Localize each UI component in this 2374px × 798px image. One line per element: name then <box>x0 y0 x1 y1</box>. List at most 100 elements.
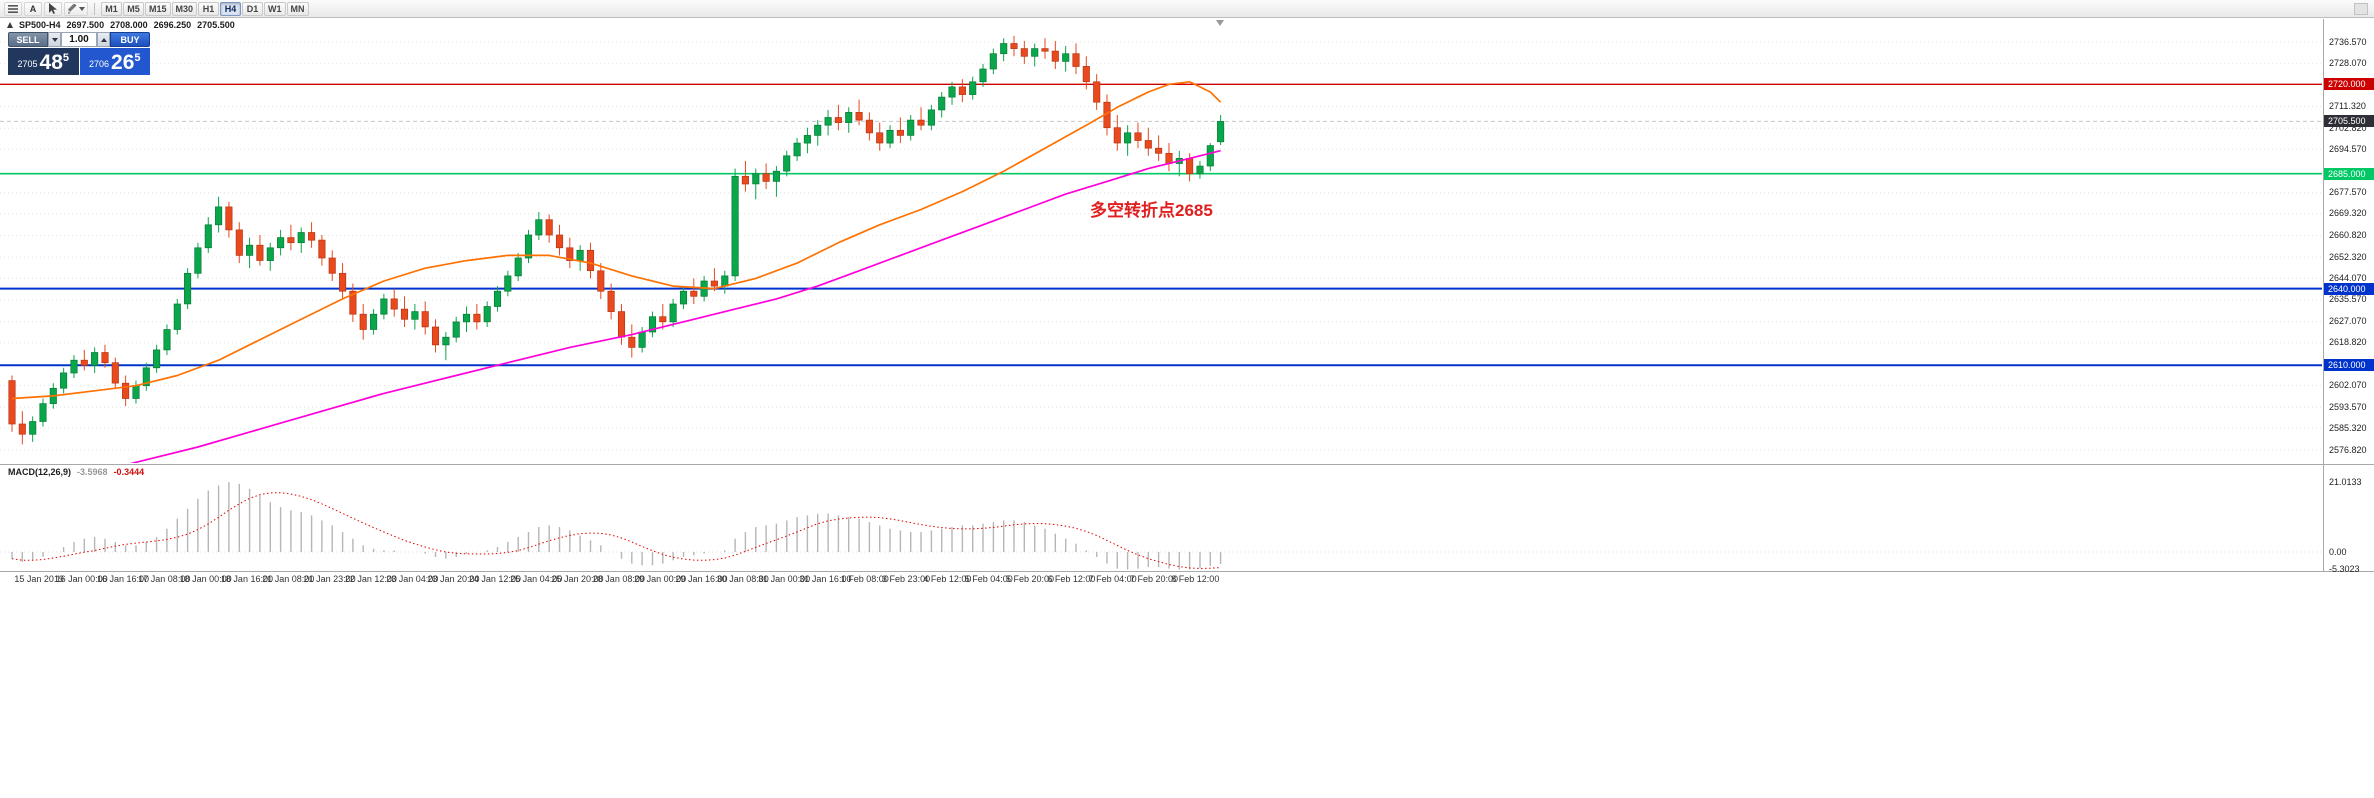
price-scale-divider <box>2323 19 2324 571</box>
toolbar-grip[interactable] <box>2354 2 2368 15</box>
macd-scale-label: 0.00 <box>2329 546 2347 557</box>
price-tick-label: 2711.320 <box>2329 100 2366 111</box>
time-axis-label: 8 Feb 12:00 <box>1171 574 1220 584</box>
price-tick-label: 2602.070 <box>2329 380 2367 391</box>
macd-main-value: -3.5968 <box>77 467 108 477</box>
time-axis-label: 17 Jan 08:00 <box>138 574 191 584</box>
time-axis-label: 21 Jan 23:00 <box>303 574 356 584</box>
timeframe-button-d1[interactable]: D1 <box>242 1 264 16</box>
macd-signal-value: -0.3444 <box>113 467 145 477</box>
main-chart-layer <box>0 35 2322 463</box>
buy-price-box[interactable]: 2706 26 5 <box>79 48 150 75</box>
buy-price-big: 26 <box>111 51 135 74</box>
open-value: 2697.500 <box>66 20 105 30</box>
sell-price-box[interactable]: 2705 48 5 <box>8 48 79 75</box>
macd-header: MACD(12,26,9) -3.5968 -0.3444 <box>8 467 144 477</box>
high-value: 2708.000 <box>110 20 148 30</box>
chart-menu-button[interactable] <box>4 1 22 16</box>
lot-size-input[interactable] <box>61 32 97 47</box>
timeframe-button-m1[interactable]: M1 <box>101 1 122 16</box>
price-tick-label: 2736.570 <box>2329 36 2367 47</box>
buy-price-sup: 5 <box>134 52 141 64</box>
time-axis-label: 6 Feb 12:00 <box>1047 574 1096 584</box>
ma-fast-orange <box>11 80 1222 400</box>
time-axis-label: 18 Jan 00:00 <box>179 574 232 584</box>
sell-price-sup: 5 <box>62 52 69 64</box>
price-tick-label: 2618.820 <box>2329 337 2367 348</box>
buy-button[interactable]: BUY <box>110 32 150 47</box>
timeframe-button-h1[interactable]: H1 <box>198 1 220 16</box>
draw-tools-dropdown[interactable] <box>64 1 88 16</box>
symbol-triangle-icon <box>7 22 13 28</box>
lot-increase-button[interactable] <box>97 32 110 47</box>
macd-divider[interactable] <box>0 464 2374 465</box>
price-level-badge[interactable]: 2720.000 <box>2324 78 2374 91</box>
time-axis-label: 29 Jan 00:00 <box>634 574 687 584</box>
auto-button[interactable]: A <box>24 1 42 16</box>
price-tick-label: 2694.570 <box>2329 143 2367 154</box>
time-axis-label: 18 Jan 16:00 <box>220 574 273 584</box>
time-axis-label: 7 Feb 20:00 <box>1129 574 1179 584</box>
price-tick-label: 2635.570 <box>2329 294 2367 305</box>
price-tick-label: 2677.570 <box>2329 187 2367 198</box>
time-axis-label: 30 Jan 08:00 <box>716 574 769 584</box>
chevron-down-icon <box>79 6 85 11</box>
time-axis-label: 24 Jan 12:00 <box>468 574 521 584</box>
time-axis-label: 25 Jan 20:00 <box>551 574 604 584</box>
time-axis-label: 16 Jan 00:00 <box>55 574 108 584</box>
price-tick-label: 2652.320 <box>2329 251 2367 262</box>
time-axis-label: 5 Feb 20:00 <box>1006 574 1055 584</box>
macd-scale-label: 21.0133 <box>2329 476 2362 487</box>
time-axis-label: 5 Feb 04:00 <box>964 574 1013 584</box>
ma-slow-magenta <box>129 149 1221 463</box>
price-level-badge[interactable]: 2685.000 <box>2324 167 2374 180</box>
time-axis-label: 22 Jan 12:00 <box>344 574 397 584</box>
price-tick-label: 2728.070 <box>2329 58 2367 69</box>
lot-decrease-button[interactable] <box>48 32 61 47</box>
time-axis-label: 28 Jan 08:00 <box>592 574 645 584</box>
price-tick-label: 2576.820 <box>2329 444 2367 455</box>
sell-price-prefix: 2705 <box>17 59 38 69</box>
caret-up-icon <box>100 37 107 42</box>
timeframe-button-m30[interactable]: M30 <box>171 1 198 16</box>
timeframe-group: M1 M5 M15 M30 H1 H4 D1 W1 MN <box>101 1 310 16</box>
cursor-tool-button[interactable] <box>44 1 62 16</box>
price-level-badge[interactable]: 2610.000 <box>2324 359 2374 372</box>
close-value: 2705.500 <box>197 20 235 30</box>
timeframe-button-m15[interactable]: M15 <box>145 1 171 16</box>
time-axis-label: 31 Jan 16:00 <box>799 574 852 584</box>
timeframe-button-w1[interactable]: W1 <box>264 1 286 16</box>
toolbar: A M1 M5 M15 M30 H1 H4 D1 W1 MN <box>0 0 2374 18</box>
toolbar-separator <box>94 2 95 15</box>
caret-down-icon <box>51 37 58 42</box>
macd-layer <box>0 482 2322 570</box>
time-axis-label: 4 Feb 12:00 <box>923 574 972 584</box>
price-tick-label: 2669.320 <box>2329 208 2367 219</box>
low-value: 2696.250 <box>153 20 192 30</box>
time-axis-label: 21 Jan 08:00 <box>262 574 315 584</box>
price-tick-label: 2702.820 <box>2329 122 2367 133</box>
time-axis-label: 16 Jan 16:00 <box>96 574 150 584</box>
sell-button[interactable]: SELL <box>8 32 48 47</box>
time-axis-label: 15 Jan 2019 <box>14 574 64 584</box>
price-tick-label: 2660.820 <box>2329 229 2367 240</box>
sell-price-big: 48 <box>39 51 63 74</box>
price-tick-label: 2644.070 <box>2329 272 2367 283</box>
chart-shift-marker[interactable] <box>1216 20 1224 26</box>
symbol-label: SP500-H4 <box>19 20 61 30</box>
time-axis-label: 7 Feb 04:00 <box>1088 574 1137 584</box>
chart-annotation[interactable]: 多空转折点2685 <box>1090 201 1213 220</box>
timeframe-button-mn[interactable]: MN <box>286 1 309 16</box>
ohlc-header: SP500-H4 2697.500 2708.000 2696.250 2705… <box>7 20 235 30</box>
price-level-badge[interactable]: 2640.000 <box>2324 282 2374 295</box>
macd-label: MACD(12,26,9) <box>8 467 72 477</box>
current-price-badge: 2705.500 <box>2324 115 2374 128</box>
cursor-icon <box>48 3 57 14</box>
timeframe-button-h4[interactable]: H4 <box>220 1 242 16</box>
time-axis-label: 25 Jan 04:00 <box>510 574 563 584</box>
timeframe-button-m5[interactable]: M5 <box>123 1 144 16</box>
price-tick-label: 2627.070 <box>2329 316 2367 327</box>
buy-price-prefix: 2706 <box>88 59 110 69</box>
